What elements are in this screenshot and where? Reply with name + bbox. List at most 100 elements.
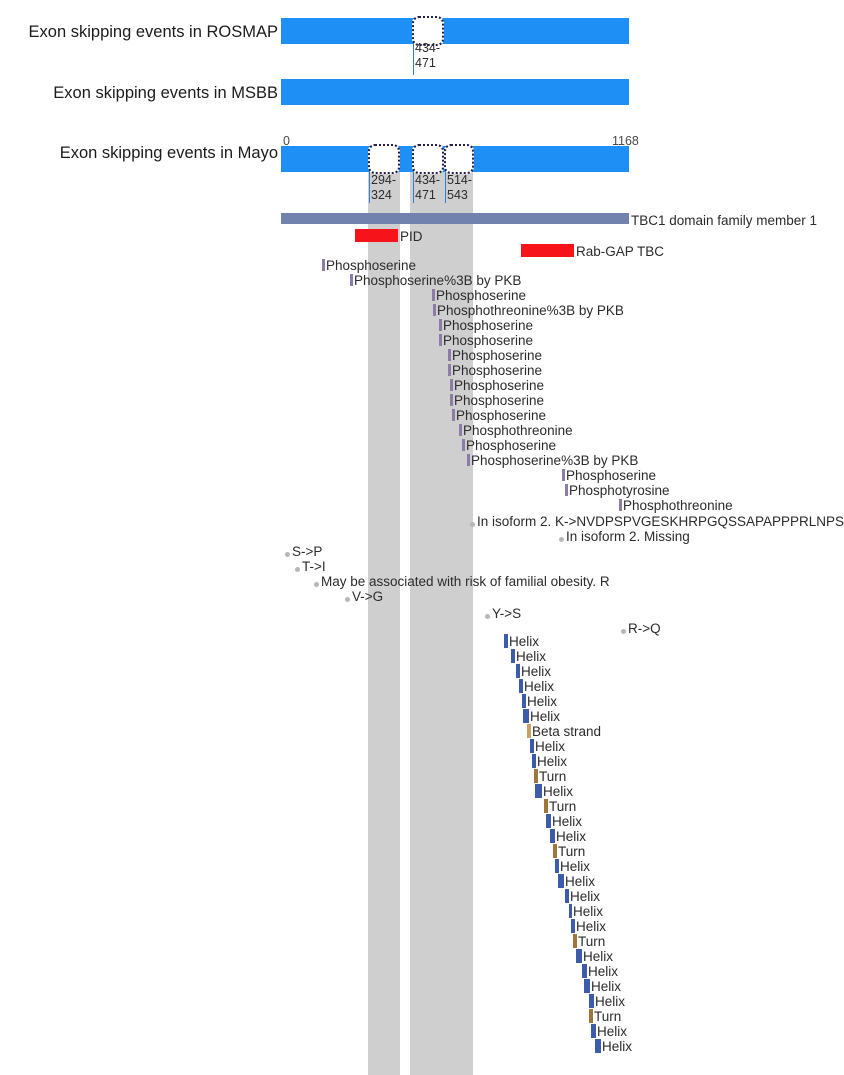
feature-label: Helix [591, 979, 622, 994]
feature-site-rect[interactable] [322, 259, 325, 271]
exon-skipping-box[interactable] [412, 144, 444, 174]
feature-helix-rect[interactable] [519, 679, 523, 693]
exon-skipping-box[interactable] [412, 16, 444, 46]
feature-label: PID [400, 229, 423, 244]
feature-label: Phosphoserine [326, 258, 417, 273]
track-label-rosmap: Exon skipping events in ROSMAP [28, 23, 278, 41]
feature-domain-rect[interactable] [281, 213, 629, 224]
feature-strand-rect[interactable] [527, 724, 531, 738]
feature-turn-rect[interactable] [534, 769, 538, 783]
feature-label: Helix [552, 814, 583, 829]
feature-helix-rect[interactable] [582, 964, 587, 978]
feature-site-rect[interactable] [459, 424, 462, 436]
feature-site-rect[interactable] [467, 454, 470, 466]
exon-box-tick [445, 172, 446, 203]
feature-helix-rect[interactable] [591, 1024, 596, 1038]
feature-label: In isoform 2. K->NVDPSPVGESKHRPGQSSAPAPP… [477, 514, 844, 529]
feature-label: Phosphoserine [452, 363, 543, 378]
variant-marker-dot[interactable] [295, 567, 300, 572]
feature-site-rect[interactable] [350, 274, 353, 286]
feature-label: Phosphoserine [454, 378, 545, 393]
feature-site-rect[interactable] [452, 409, 455, 421]
feature-site-rect[interactable] [439, 334, 442, 346]
highlight-band [368, 146, 400, 1075]
axis-min-label: 0 [283, 134, 290, 148]
track-label-mayo: Exon skipping events in Mayo [59, 144, 278, 162]
feature-turn-rect[interactable] [589, 1009, 593, 1023]
feature-helix-rect[interactable] [589, 994, 594, 1008]
variant-marker-dot[interactable] [470, 522, 475, 527]
feature-site-rect[interactable] [462, 439, 465, 451]
feature-helix-rect[interactable] [516, 664, 520, 678]
exon-box-tick [413, 172, 414, 203]
feature-motif-rect[interactable] [355, 229, 398, 242]
feature-site-rect[interactable] [450, 379, 453, 391]
variant-marker-dot[interactable] [621, 629, 626, 634]
feature-helix-rect[interactable] [555, 859, 559, 873]
feature-turn-rect[interactable] [573, 934, 577, 948]
exon-skipping-box[interactable] [368, 144, 400, 174]
variant-marker-dot[interactable] [485, 614, 490, 619]
feature-site-rect[interactable] [433, 304, 436, 316]
feature-site-rect[interactable] [565, 484, 568, 496]
variant-marker-dot[interactable] [314, 582, 319, 587]
feature-label: Helix [595, 994, 626, 1009]
feature-helix-rect[interactable] [530, 739, 534, 753]
feature-site-rect[interactable] [619, 499, 622, 511]
feature-helix-rect[interactable] [504, 634, 508, 648]
feature-label: Helix [602, 1039, 633, 1054]
feature-helix-rect[interactable] [584, 979, 590, 993]
feature-site-rect[interactable] [562, 469, 565, 481]
feature-helix-rect[interactable] [558, 874, 564, 888]
feature-site-rect[interactable] [448, 349, 451, 361]
feature-label: R->Q [628, 621, 661, 636]
feature-label: Helix [509, 634, 540, 649]
exon-bar-msbb[interactable] [281, 79, 629, 105]
feature-site-rect[interactable] [448, 364, 451, 376]
feature-label: In isoform 2. Missing [566, 529, 690, 544]
feature-helix-rect[interactable] [535, 784, 542, 798]
feature-helix-rect[interactable] [565, 889, 569, 903]
feature-label: Phosphoserine [443, 333, 534, 348]
feature-helix-rect[interactable] [511, 649, 515, 663]
feature-label: Phosphoserine%3B by PKB [354, 273, 522, 288]
feature-label: Helix [535, 739, 566, 754]
variant-marker-dot[interactable] [285, 552, 290, 557]
feature-helix-rect[interactable] [522, 694, 526, 708]
feature-label: May be associated with risk of familial … [321, 574, 610, 589]
feature-label: Helix [576, 919, 607, 934]
feature-label: Helix [573, 904, 604, 919]
feature-turn-rect[interactable] [544, 799, 548, 813]
highlight-band [410, 146, 473, 1075]
exon-box-tick [413, 44, 414, 75]
feature-helix-rect[interactable] [595, 1039, 601, 1053]
feature-helix-rect[interactable] [546, 814, 551, 828]
feature-helix-rect[interactable] [550, 829, 555, 843]
feature-site-rect[interactable] [432, 289, 435, 301]
feature-helix-rect[interactable] [532, 754, 536, 768]
feature-label: Turn [578, 934, 606, 949]
feature-label: S->P [292, 544, 323, 559]
feature-site-rect[interactable] [450, 394, 453, 406]
feature-label: Helix [537, 754, 568, 769]
feature-turn-rect[interactable] [553, 844, 557, 858]
exon-range-label: 514- 543 [447, 173, 473, 202]
exon-skipping-box[interactable] [444, 144, 474, 174]
feature-helix-rect[interactable] [576, 949, 582, 963]
feature-helix-rect[interactable] [571, 919, 575, 933]
feature-site-rect[interactable] [439, 319, 442, 331]
feature-label: Phosphotyrosine [569, 483, 670, 498]
feature-label: Helix [530, 709, 561, 724]
feature-label: Phosphoserine [443, 318, 534, 333]
feature-helix-rect[interactable] [569, 904, 572, 918]
variant-marker-dot[interactable] [345, 597, 350, 602]
feature-motif-rect[interactable] [521, 244, 574, 257]
feature-label: Turn [539, 769, 567, 784]
feature-label: Phosphothreonine%3B by PKB [437, 303, 624, 318]
feature-helix-rect[interactable] [523, 709, 529, 723]
variant-marker-dot[interactable] [559, 537, 564, 542]
feature-label: Phosphoserine [456, 408, 547, 423]
exon-bar-rosmap[interactable] [281, 18, 629, 44]
exon-box-tick [369, 172, 370, 203]
